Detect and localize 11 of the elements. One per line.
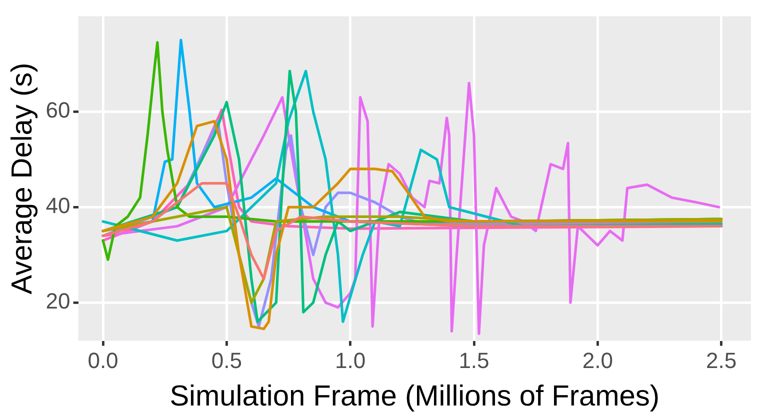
x-tick-label: 0.0: [88, 348, 118, 374]
x-tick-label: 2.0: [582, 348, 613, 374]
x-tick-label: 1.0: [335, 348, 366, 374]
y-axis-title: Average Delay (s): [6, 62, 38, 294]
x-tick-label: 1.5: [458, 348, 490, 374]
y-tick-label: 40: [46, 193, 70, 218]
x-axis-title: Simulation Frame (Millions of Frames): [170, 380, 660, 413]
y-tick-label: 20: [46, 288, 70, 314]
x-tick-label: 2.5: [706, 348, 737, 374]
y-tick-label: 60: [46, 98, 70, 123]
x-tick-label: 0.5: [211, 348, 242, 374]
